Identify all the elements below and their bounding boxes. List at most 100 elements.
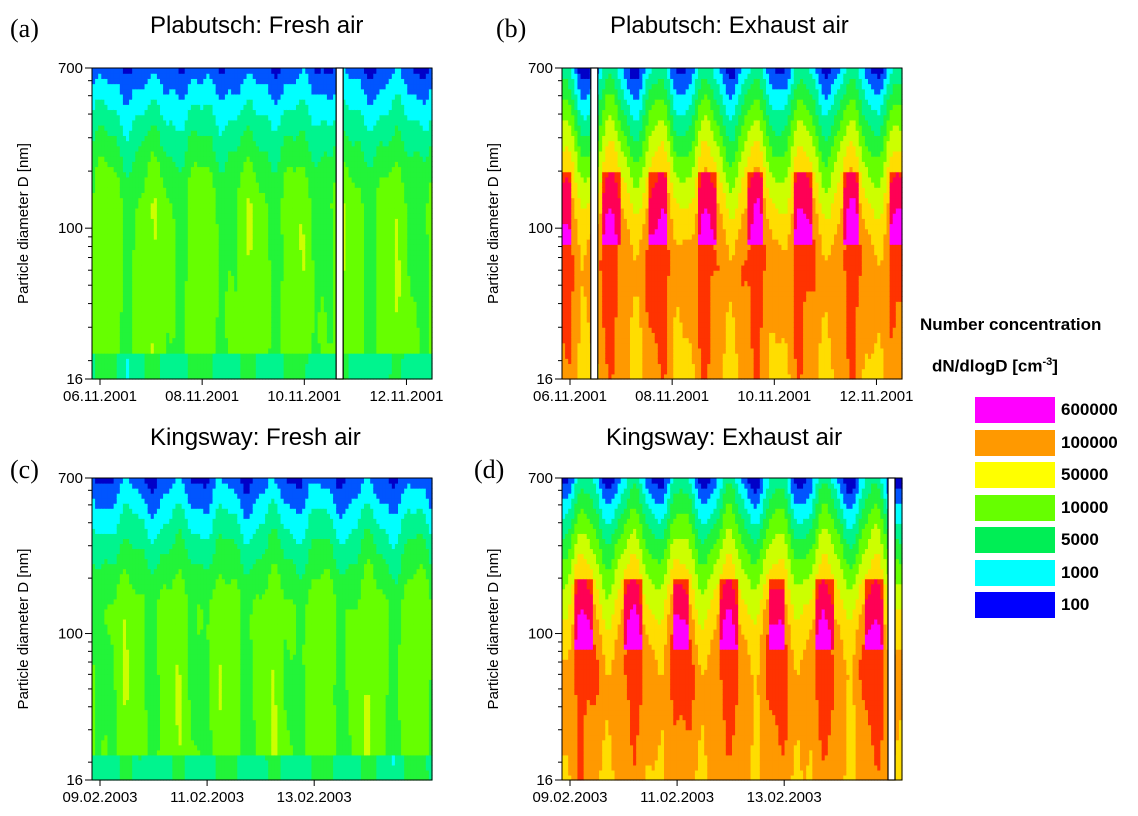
heatmap-cell xyxy=(141,135,146,142)
heatmap-cell xyxy=(212,223,217,230)
heatmap-cell xyxy=(95,264,99,271)
heatmap-cell xyxy=(262,197,266,204)
heatmap-cell xyxy=(181,78,186,85)
heatmap-cell xyxy=(160,161,164,168)
heatmap-cell xyxy=(246,301,251,308)
heatmap-cell xyxy=(330,104,334,111)
heatmap-cell xyxy=(296,285,300,292)
heatmap-cell xyxy=(323,285,328,292)
heatmap-cell xyxy=(181,332,186,339)
heatmap-cell xyxy=(311,109,316,116)
heatmap-cell xyxy=(209,358,214,365)
heatmap-cell xyxy=(126,145,130,152)
heatmap-cell xyxy=(181,213,186,219)
heatmap-cell xyxy=(234,327,238,333)
heatmap-cell xyxy=(187,192,192,199)
heatmap-cell xyxy=(163,99,167,105)
heatmap-cell xyxy=(163,140,167,147)
heatmap-cell xyxy=(126,104,130,111)
heatmap-cell xyxy=(187,73,192,79)
heatmap-cell xyxy=(212,239,217,245)
heatmap-cell xyxy=(224,176,229,183)
heatmap-cell xyxy=(252,166,257,173)
heatmap-cell xyxy=(323,99,328,105)
heatmap-cell xyxy=(166,264,170,271)
heatmap-cell xyxy=(187,130,192,136)
heatmap-cell xyxy=(147,254,152,261)
heatmap-cell xyxy=(144,301,149,308)
heatmap-cell xyxy=(308,244,313,251)
heatmap-cell xyxy=(268,93,272,100)
heatmap-cell xyxy=(218,145,223,152)
heatmap-cell xyxy=(203,176,207,183)
heatmap-cell xyxy=(135,150,139,157)
heatmap-cell xyxy=(119,296,124,302)
heatmap-cell xyxy=(197,233,201,240)
heatmap-cell xyxy=(104,290,109,297)
heatmap-cell xyxy=(246,140,251,147)
heatmap-cell xyxy=(237,99,241,105)
heatmap-cell xyxy=(138,171,143,178)
heatmap-cell xyxy=(203,259,207,266)
heatmap-cell xyxy=(333,223,337,230)
heatmap-cell xyxy=(116,202,121,209)
heatmap-cell xyxy=(296,83,300,90)
heatmap-cell xyxy=(150,270,155,276)
heatmap-cell xyxy=(252,223,257,230)
heatmap-cell xyxy=(255,166,260,173)
heatmap-cell xyxy=(308,332,313,339)
heatmap-cell xyxy=(169,233,173,240)
heatmap-cell xyxy=(150,207,155,214)
heatmap-cell xyxy=(252,259,257,266)
heatmap-cell xyxy=(228,207,232,214)
heatmap-cell xyxy=(224,202,229,209)
heatmap-cell xyxy=(228,93,232,100)
heatmap-cell xyxy=(113,321,118,328)
heatmap-cell xyxy=(150,332,155,339)
heatmap-cell xyxy=(101,290,105,297)
heatmap-cell xyxy=(172,213,177,219)
heatmap-cell xyxy=(197,358,201,365)
heatmap-cell xyxy=(277,218,282,225)
heatmap-cell xyxy=(299,280,303,287)
heatmap-cell xyxy=(197,363,201,370)
heatmap-cell xyxy=(187,135,192,142)
heatmap-cell xyxy=(215,140,220,147)
heatmap-cell xyxy=(122,363,127,370)
heatmap-cell xyxy=(255,187,260,193)
heatmap-cell xyxy=(302,244,306,251)
heatmap-cell xyxy=(249,213,254,219)
heatmap-cell xyxy=(107,285,112,292)
heatmap-cell xyxy=(144,93,149,100)
heatmap-cell xyxy=(113,290,118,297)
heatmap-cell xyxy=(107,347,112,354)
heatmap-cell xyxy=(132,306,136,313)
heatmap-cell xyxy=(333,332,337,339)
heatmap-cell xyxy=(92,321,96,328)
heatmap-cell xyxy=(138,192,143,199)
heatmap-cell xyxy=(268,373,272,380)
heatmap-cell xyxy=(333,306,337,313)
heatmap-cell xyxy=(126,368,130,375)
heatmap-cell xyxy=(184,275,189,282)
heatmap-cell xyxy=(135,166,139,173)
heatmap-cell xyxy=(345,332,350,339)
heatmap-cell xyxy=(104,321,109,328)
heatmap-cell xyxy=(209,119,214,126)
heatmap-cell xyxy=(150,373,155,380)
heatmap-cell xyxy=(132,171,136,178)
heatmap-cell xyxy=(296,373,300,380)
heatmap-cell xyxy=(265,223,269,230)
heatmap-cell xyxy=(153,197,158,204)
heatmap-cell xyxy=(178,156,183,162)
heatmap-cell xyxy=(98,353,102,359)
heatmap-cell xyxy=(116,99,121,105)
heatmap-cell xyxy=(215,150,220,157)
heatmap-cell xyxy=(262,264,266,271)
heatmap-cell xyxy=(181,218,186,225)
heatmap-cell xyxy=(333,358,337,365)
heatmap-cell xyxy=(308,213,313,219)
heatmap-cell xyxy=(200,161,204,168)
heatmap-cell xyxy=(252,156,257,162)
heatmap-cell xyxy=(274,99,279,105)
